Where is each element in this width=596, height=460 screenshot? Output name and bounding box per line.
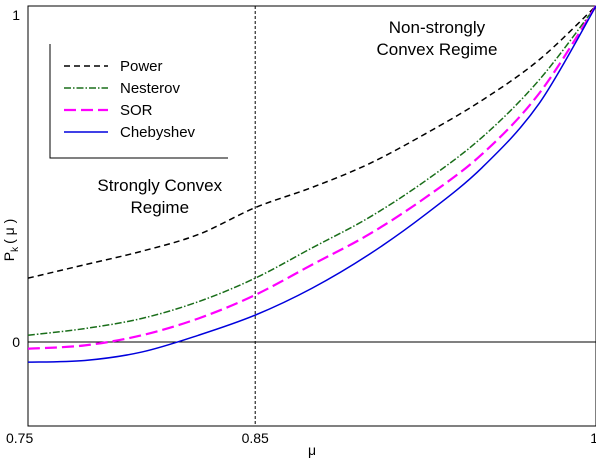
series-line-chebyshev [27, 5, 596, 363]
series-line-nesterov [27, 5, 596, 337]
legend-item-power: Power [64, 58, 163, 75]
legend-label: Power [120, 58, 163, 75]
annotations: Strongly Convex Regime Non-strongly Convex … [97, 18, 497, 217]
legend-frame [49, 44, 228, 159]
legend-item-sor: SOR [64, 102, 153, 119]
annotation-line: Non-strongly [389, 18, 486, 37]
annotation-line: Regime [130, 198, 189, 217]
y-axis-label-sub: k [10, 246, 21, 252]
legend-item-nesterov: Nesterov [64, 80, 181, 97]
x-tick-label: 1 [590, 430, 596, 446]
plot-frame [27, 5, 596, 427]
x-tick-label: 0.75 [6, 430, 33, 446]
annotation-nonstrong: Non-strongly Convex Regime [376, 18, 497, 59]
y-axis-label-main: P [1, 252, 17, 261]
y-axis-label-arg: ( μ ) [1, 219, 17, 244]
legend-item-chebyshev: Chebyshev [64, 124, 196, 141]
legend: Power Nesterov SOR Chebyshev [49, 44, 228, 159]
y-tick-label: 1 [12, 7, 20, 23]
y-tick-label: 0 [12, 334, 20, 350]
legend-label: Nesterov [120, 80, 181, 97]
annotation-line: Convex Regime [376, 40, 497, 59]
annotation-line: Strongly Convex [97, 176, 222, 195]
annotation-strong: Strongly Convex Regime [97, 176, 222, 217]
tick-labels: 0.75 0.85 1 0 1 [6, 7, 596, 446]
series-layer [27, 5, 596, 363]
x-tick-label: 0.85 [242, 430, 269, 446]
x-axis-label: μ [308, 442, 316, 458]
legend-label: Chebyshev [120, 124, 196, 141]
legend-label: SOR [120, 102, 153, 119]
series-line-power [27, 5, 596, 279]
reference-lines [28, 6, 596, 426]
y-axis-label: Pk ( μ ) [1, 219, 21, 262]
series-line-sor [27, 5, 596, 350]
